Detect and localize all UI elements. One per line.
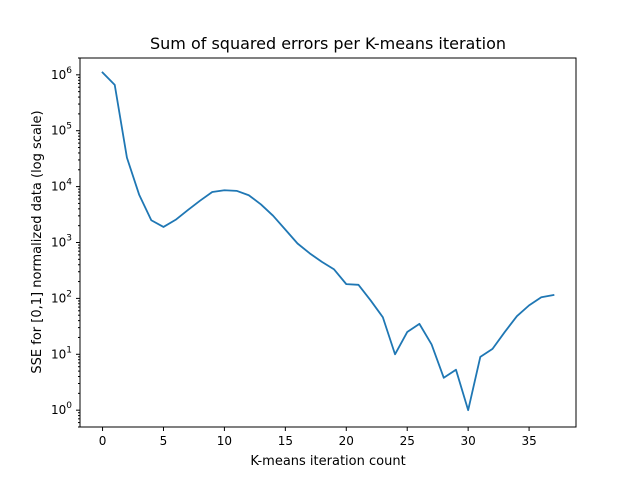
x-tick-label: 20 (339, 434, 354, 448)
y-axis: 100 101 102 103 104 105 106 (51, 57, 80, 428)
y-tick-label: 105 (51, 122, 72, 138)
x-tick-label: 15 (278, 434, 293, 448)
x-axis: 0 5 10 15 20 25 30 35 (99, 427, 537, 448)
y-tick-label: 106 (51, 66, 72, 82)
x-tick-label: 5 (160, 434, 168, 448)
plot-area (101, 71, 555, 412)
axes-frame (79, 57, 577, 428)
y-tick-label: 103 (51, 234, 72, 250)
x-tick-label: 10 (217, 434, 232, 448)
chart-title: Sum of squared errors per K-means iterat… (150, 34, 506, 53)
y-tick-label: 102 (51, 289, 72, 305)
x-tick-label: 25 (400, 434, 415, 448)
x-tick-label: 0 (99, 434, 107, 448)
x-tick-label: 30 (461, 434, 476, 448)
y-tick-label: 100 (51, 401, 72, 417)
x-axis-label: K-means iteration count (250, 454, 405, 469)
y-tick-label: 104 (51, 178, 72, 194)
x-tick-label: 35 (521, 434, 536, 448)
series-line (101, 71, 555, 412)
y-tick-label: 101 (51, 345, 72, 361)
y-axis-label: SSE for [0,1] normalized data (log scale… (30, 110, 45, 373)
